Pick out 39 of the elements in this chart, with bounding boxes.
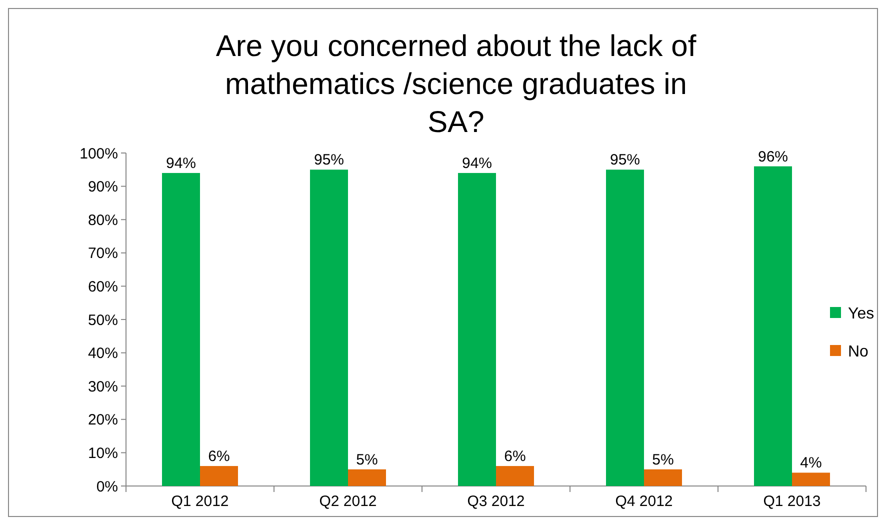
bar [644,469,682,486]
x-tick-label: Q4 2012 [615,493,673,510]
data-label: 95% [314,152,344,169]
chart-title: Are you concerned about the lack of mathematics /science graduates in SA? [216,30,697,139]
x-tick-label: Q2 2012 [319,493,377,510]
bar [348,469,386,486]
x-tick-label: Q1 2012 [171,493,229,510]
bar [162,172,200,486]
data-label: 5% [652,451,674,468]
x-tick-label: Q1 2013 [763,493,821,510]
y-tick-label: 70% [88,245,118,262]
bar [200,466,238,486]
y-tick-label: 90% [88,178,118,196]
data-label: 4% [800,454,822,472]
data-label: 94% [166,154,196,172]
y-tick-label: 50% [88,312,118,329]
data-label: 6% [208,448,230,466]
bar [606,170,644,486]
bar [754,166,792,486]
y-tick-label: 0% [96,478,118,496]
y-tick-label: 10% [88,444,118,462]
y-tick-label: 60% [88,278,118,296]
data-label: 5% [356,451,378,468]
y-tick-label: 80% [88,212,118,229]
y-tick-label: 30% [88,378,118,396]
data-label: 94% [462,154,492,172]
y-tick-label: 100% [80,145,118,162]
legend-label: No [848,344,869,361]
data-label: 95% [610,152,640,169]
bar [310,170,348,486]
data-label: 6% [504,448,526,466]
data-label: 96% [758,148,788,166]
bar [458,172,496,486]
bar [496,466,534,486]
x-tick-label: Q3 2012 [467,493,525,510]
y-tick-label: 20% [88,412,118,429]
y-tick-label: 40% [88,345,118,362]
bar [792,472,830,486]
legend-label: Yes [848,306,874,323]
